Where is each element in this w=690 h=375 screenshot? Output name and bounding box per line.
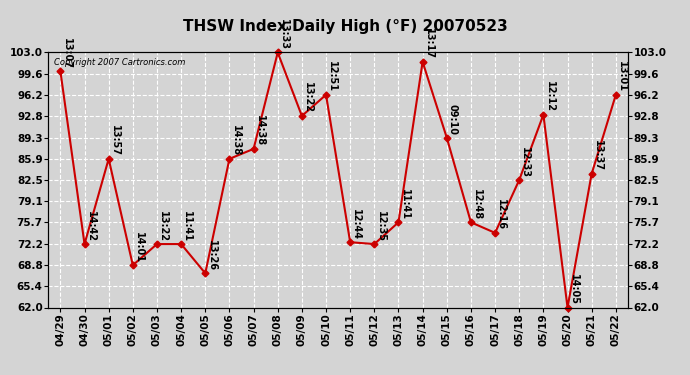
Text: 12:16: 12:16 <box>496 200 506 230</box>
Text: 14:01: 14:01 <box>134 232 144 263</box>
Text: 13:17: 13:17 <box>424 28 434 59</box>
Text: 12:33: 12:33 <box>520 147 531 177</box>
Text: 14:38: 14:38 <box>255 115 265 146</box>
Text: 12:35: 12:35 <box>375 211 386 242</box>
Text: 12:51: 12:51 <box>327 61 337 92</box>
Text: 14:38: 14:38 <box>230 125 241 156</box>
Text: 13:07: 13:07 <box>61 38 72 69</box>
Text: 13:22: 13:22 <box>158 211 168 242</box>
Text: 13:26: 13:26 <box>206 240 217 271</box>
Text: 13:33: 13:33 <box>279 19 289 50</box>
Text: 09:10: 09:10 <box>448 104 458 135</box>
Text: 12:44: 12:44 <box>351 209 362 240</box>
Text: 13:22: 13:22 <box>303 82 313 114</box>
Text: 14:05: 14:05 <box>569 274 579 305</box>
Text: 13:57: 13:57 <box>110 125 120 156</box>
Text: THSW Index Daily High (°F) 20070523: THSW Index Daily High (°F) 20070523 <box>183 19 507 34</box>
Text: 11:41: 11:41 <box>182 211 193 242</box>
Text: 13:37: 13:37 <box>593 140 603 171</box>
Text: Copyright 2007 Cartronics.com: Copyright 2007 Cartronics.com <box>54 58 186 67</box>
Text: 14:42: 14:42 <box>86 211 96 242</box>
Text: 11:41: 11:41 <box>400 189 410 220</box>
Text: 12:48: 12:48 <box>472 189 482 220</box>
Text: 13:01: 13:01 <box>617 61 627 92</box>
Text: 12:12: 12:12 <box>544 81 555 112</box>
